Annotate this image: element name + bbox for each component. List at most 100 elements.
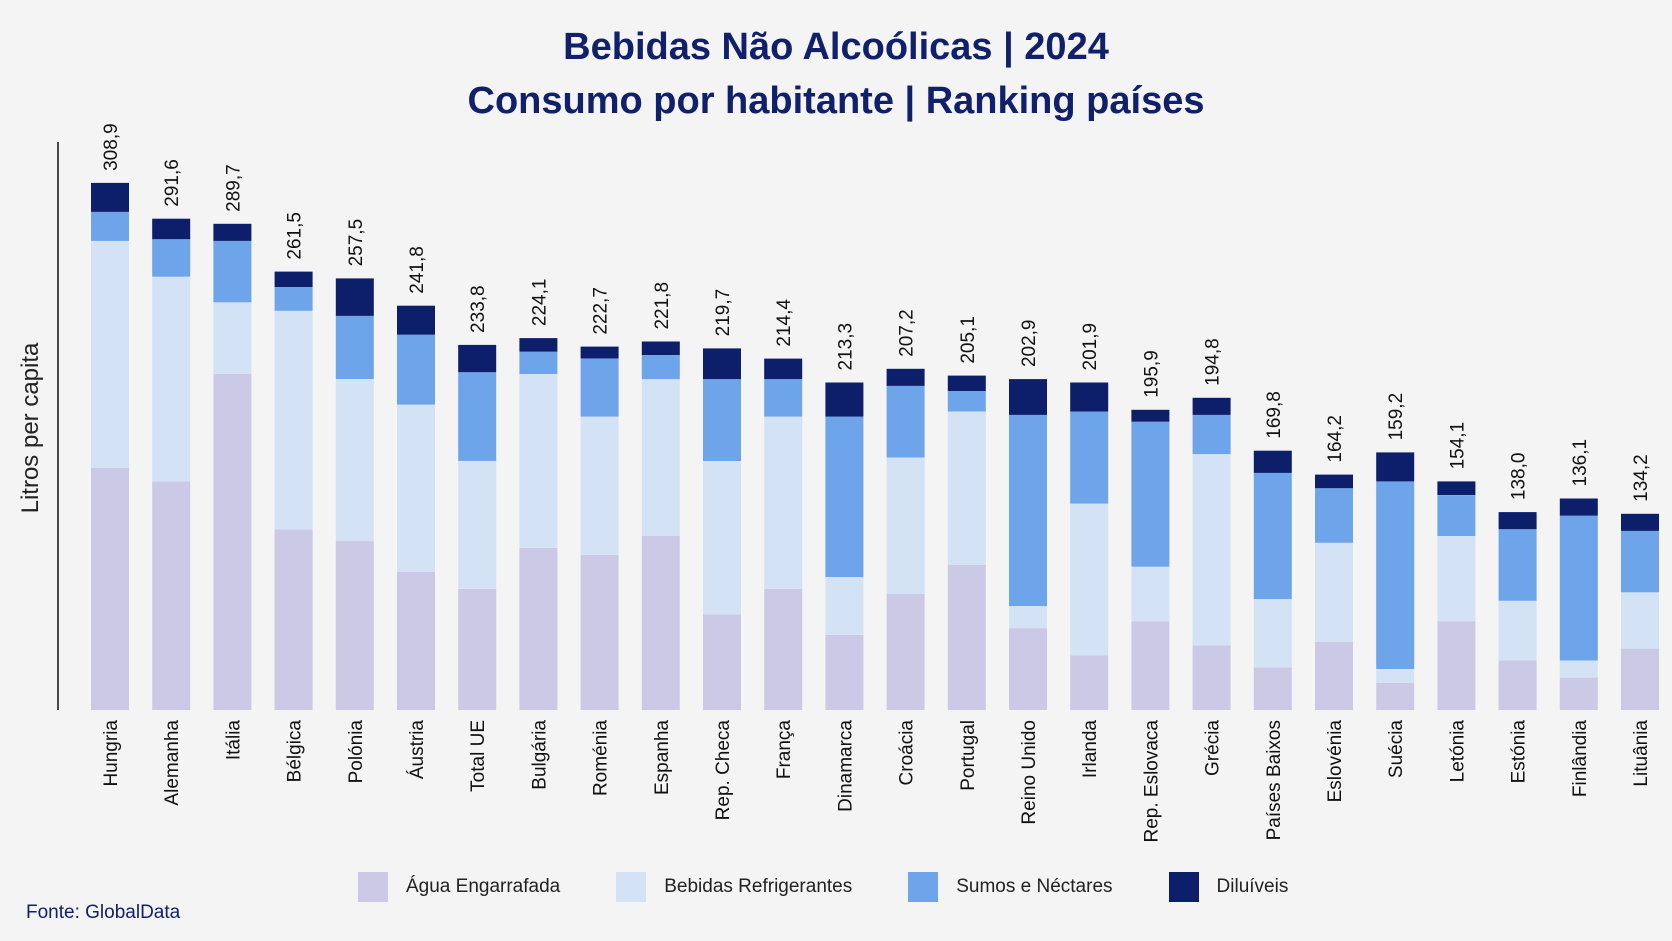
bar-segment-4-5 bbox=[335, 278, 374, 316]
bar-segment-1-2 bbox=[152, 481, 191, 710]
bar-segment-1-15 bbox=[947, 565, 986, 710]
legend: Água Engarrafada Bebidas Refrigerantes Sum… bbox=[358, 871, 1344, 903]
bar-segment-3-26 bbox=[1621, 530, 1659, 593]
x-tick-label: Rep. Eslovaca bbox=[1141, 720, 1162, 843]
bar-segment-1-12 bbox=[764, 588, 803, 710]
value-label: 291,6 bbox=[162, 159, 183, 207]
x-tick-labels-group: Hungria Alemanha Itália Bélgica Polónia Áustr… bbox=[101, 720, 1652, 843]
bar-segment-2-21 bbox=[1315, 542, 1353, 642]
bar-segment-2-20 bbox=[1253, 599, 1292, 668]
bar-segment-4-16 bbox=[1009, 379, 1047, 415]
bar-segment-4-20 bbox=[1253, 450, 1292, 473]
bar-segment-1-17 bbox=[1070, 655, 1109, 710]
x-tick-label: Espanha bbox=[652, 720, 673, 795]
bar-segment-2-17 bbox=[1070, 503, 1109, 656]
bar-segment-1-18 bbox=[1131, 621, 1170, 710]
bar-segment-4-25 bbox=[1559, 498, 1598, 516]
bar-segment-4-22 bbox=[1376, 452, 1415, 482]
bar-segment-2-10 bbox=[641, 379, 680, 536]
value-label: 289,7 bbox=[223, 164, 244, 212]
value-label: 138,0 bbox=[1509, 453, 1530, 501]
bar-segment-4-11 bbox=[703, 348, 741, 380]
bar-segment-1-16 bbox=[1009, 628, 1047, 710]
bar-segment-2-11 bbox=[703, 460, 741, 615]
bar-segment-4-23 bbox=[1437, 481, 1476, 495]
bar-segment-3-21 bbox=[1315, 488, 1353, 543]
bar-segment-1-14 bbox=[886, 594, 925, 710]
bar-segment-3-10 bbox=[641, 355, 680, 380]
bar-segment-2-1 bbox=[91, 240, 129, 468]
value-labels-group: 308,9 291,6 289,7 261,5 257,5 241,8 233,8 224,1… bbox=[101, 123, 1652, 501]
legend-label: Diluíveis bbox=[1216, 876, 1289, 897]
value-label: 213,3 bbox=[835, 323, 856, 371]
bar-segment-3-16 bbox=[1009, 414, 1047, 606]
bar-segment-1-4 bbox=[274, 529, 313, 710]
bar-segment-2-25 bbox=[1559, 660, 1598, 678]
bar-segment-3-2 bbox=[152, 239, 191, 277]
source-note: Fonte: GlobalData bbox=[26, 902, 181, 923]
bar-segment-1-5 bbox=[335, 541, 374, 710]
bar-segment-2-22 bbox=[1376, 669, 1415, 683]
value-label: 222,7 bbox=[591, 287, 612, 335]
x-tick-label: Reino Unido bbox=[1019, 720, 1040, 825]
chart-title: Bebidas Não Alcoólicas | 2024 bbox=[563, 26, 1109, 68]
bar-segment-3-3 bbox=[213, 240, 252, 303]
x-tick-label: Bulgária bbox=[529, 720, 550, 790]
bar-segment-3-17 bbox=[1070, 411, 1109, 504]
bar-segment-1-13 bbox=[825, 634, 864, 710]
value-label: 205,1 bbox=[958, 316, 979, 364]
value-label: 308,9 bbox=[101, 123, 122, 171]
bar-segment-4-6 bbox=[397, 305, 435, 335]
stacked-bar-chart: 308,9 291,6 289,7 261,5 257,5 241,8 233,8 224,1… bbox=[17, 123, 1659, 843]
bar-segment-3-8 bbox=[519, 351, 558, 374]
x-tick-label: Países Baixos bbox=[1264, 720, 1285, 840]
x-tick-label: França bbox=[774, 720, 795, 780]
bar-segment-3-18 bbox=[1131, 421, 1170, 567]
x-tick-label: Rep. Checa bbox=[713, 720, 734, 821]
bar-segment-3-25 bbox=[1559, 515, 1598, 661]
bar-segment-3-24 bbox=[1498, 529, 1537, 601]
bar-segment-4-1 bbox=[91, 182, 129, 212]
x-tick-label: Portugal bbox=[958, 720, 979, 791]
value-label: 233,8 bbox=[468, 285, 489, 333]
bar-segment-4-18 bbox=[1131, 409, 1170, 422]
bar-segment-2-23 bbox=[1437, 536, 1476, 622]
bars-group bbox=[91, 182, 1659, 710]
x-tick-label: Lituânia bbox=[1631, 720, 1652, 787]
bar-segment-3-1 bbox=[91, 211, 129, 241]
bar-segment-2-26 bbox=[1621, 592, 1659, 649]
value-label: 207,2 bbox=[897, 309, 918, 357]
bar-segment-1-23 bbox=[1437, 621, 1476, 710]
bar-segment-3-11 bbox=[703, 379, 741, 461]
x-tick-label: Áustria bbox=[407, 720, 428, 780]
y-axis-label: Litros per capita bbox=[17, 342, 44, 513]
bar-segment-1-24 bbox=[1498, 660, 1537, 710]
value-label: 221,8 bbox=[652, 282, 673, 330]
bar-segment-3-9 bbox=[580, 358, 619, 417]
bar-segment-2-5 bbox=[335, 379, 374, 542]
bar-segment-4-9 bbox=[580, 346, 619, 359]
bar-segment-4-21 bbox=[1315, 474, 1353, 489]
x-tick-label: Irlanda bbox=[1080, 720, 1101, 779]
bar-segment-1-1 bbox=[91, 467, 129, 710]
value-label: 201,9 bbox=[1080, 323, 1101, 371]
legend-swatch bbox=[1168, 872, 1199, 902]
bar-segment-3-4 bbox=[274, 286, 313, 311]
bar-segment-2-9 bbox=[580, 416, 619, 555]
value-label: 194,8 bbox=[1203, 338, 1224, 386]
x-tick-label: Alemanha bbox=[162, 720, 183, 806]
bar-segment-2-2 bbox=[152, 276, 191, 482]
value-label: 219,7 bbox=[713, 289, 734, 337]
bar-segment-2-18 bbox=[1131, 566, 1170, 622]
bar-segment-2-3 bbox=[213, 302, 252, 374]
bar-segment-1-19 bbox=[1192, 645, 1231, 710]
x-tick-label: Polónia bbox=[346, 720, 367, 784]
value-label: 136,1 bbox=[1570, 439, 1591, 487]
x-tick-label: Itália bbox=[223, 720, 244, 761]
x-tick-label: Roménia bbox=[591, 720, 612, 796]
value-label: 195,9 bbox=[1141, 350, 1162, 398]
bar-segment-4-14 bbox=[886, 368, 925, 386]
legend-item: Água Engarrafada bbox=[358, 872, 560, 902]
bar-segment-3-13 bbox=[825, 416, 864, 577]
x-tick-label: Estónia bbox=[1509, 720, 1530, 784]
